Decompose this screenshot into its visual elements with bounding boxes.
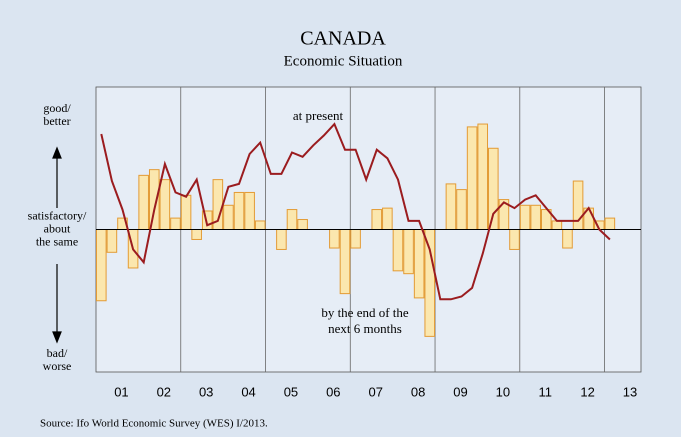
bar: [339, 229, 351, 295]
bar: [106, 229, 118, 253]
y-tick-label: better: [43, 114, 70, 128]
bar: [530, 204, 541, 230]
bar: [170, 217, 181, 231]
y-tick-label: about: [44, 221, 71, 235]
y-tick-label: bad/: [47, 346, 68, 360]
bar: [413, 229, 425, 299]
line: [100, 122, 611, 301]
series-label: at present: [293, 108, 344, 123]
arrows: [52, 146, 62, 344]
bar: [96, 229, 107, 302]
x-tick-label: 10: [496, 384, 510, 399]
bar: [445, 183, 457, 230]
x-tick-label: 03: [199, 384, 213, 399]
x-tick-label: 12: [580, 384, 594, 399]
bar: [138, 174, 149, 231]
bar: [276, 229, 287, 250]
x-tick-label: 06: [326, 384, 340, 399]
x-tick-label: 01: [114, 384, 128, 399]
x-tick-label: 02: [157, 384, 171, 399]
bar: [191, 229, 202, 240]
chart-subtitle: Economic Situation: [284, 53, 403, 69]
x-tick-label: 04: [241, 384, 255, 399]
bar: [456, 189, 467, 231]
y-tick-label: good/: [43, 101, 71, 115]
bar: [244, 191, 255, 230]
bar: [509, 229, 520, 250]
series-label: next 6 months: [328, 321, 402, 336]
bar: [572, 180, 584, 231]
bar: [519, 204, 531, 230]
bar: [604, 217, 616, 231]
x-tick-label: 08: [411, 384, 425, 399]
x-tick-label: 07: [368, 384, 382, 399]
x-tick-label: 13: [623, 384, 637, 399]
bar: [350, 229, 361, 249]
bar: [180, 194, 192, 231]
bar: [466, 126, 478, 230]
bar: [297, 219, 308, 230]
bar: [392, 229, 404, 272]
bar: [403, 229, 414, 275]
bar: [477, 123, 489, 230]
x-tick-label: 05: [284, 384, 298, 399]
y-tick-label: the same: [36, 234, 78, 248]
down-arrowhead: [52, 331, 62, 344]
series-label: by the end of the: [321, 305, 409, 320]
bar: [382, 207, 393, 230]
up-arrowhead: [52, 146, 62, 159]
y-tick-label: satisfactory/: [28, 208, 87, 222]
bar: [223, 204, 234, 230]
bar: [371, 209, 383, 231]
bar: [424, 229, 436, 337]
bar: [254, 220, 266, 230]
bar: [233, 191, 245, 230]
x-tick-label: 11: [538, 384, 552, 399]
source: Source: Ifo World Economic Survey (WES) …: [40, 418, 268, 430]
y-tick-label: worse: [43, 359, 72, 373]
chart-title: CANADA: [300, 28, 386, 50]
bar: [329, 229, 340, 249]
bar: [159, 179, 171, 230]
bar: [562, 229, 573, 249]
x-tick-label: 09: [453, 384, 467, 399]
bar: [551, 220, 563, 230]
bar: [286, 209, 298, 231]
